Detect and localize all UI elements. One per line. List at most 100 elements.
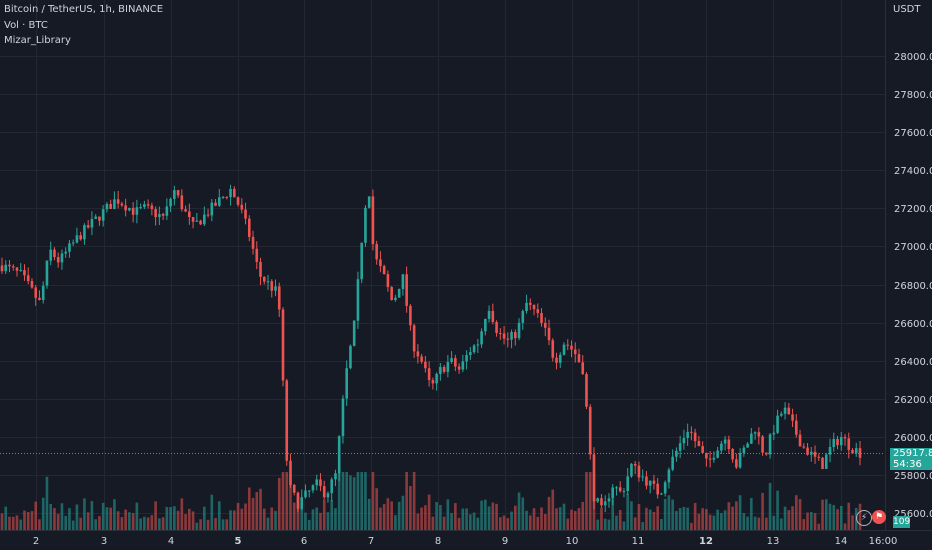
currency-label[interactable]: USDT [893, 4, 921, 15]
volume-bar [824, 499, 828, 530]
candle-body [502, 333, 506, 339]
volume-bar [405, 472, 408, 530]
grid [0, 0, 885, 530]
candle-body [360, 242, 363, 280]
volume-value-tag: 109 [893, 516, 911, 528]
candle-body [633, 463, 637, 466]
candle-body [528, 302, 532, 305]
candle-body [641, 476, 644, 478]
candle-body [26, 275, 30, 282]
candle-body [622, 491, 626, 493]
volume-bar [169, 506, 172, 530]
volume-bar [315, 507, 319, 530]
candle-body [506, 338, 510, 340]
volume-bar [322, 499, 326, 530]
candle-body [262, 276, 266, 282]
candle-body [79, 235, 82, 240]
candle-body [356, 279, 360, 321]
candle-body [783, 407, 787, 414]
candle-body [446, 362, 450, 372]
volume-bar [143, 516, 146, 530]
volume-bar [379, 507, 382, 530]
volume-bar [113, 499, 116, 530]
volume-bar [375, 488, 378, 530]
symbol-title[interactable]: Bitcoin / TetherUS, 1h, BINANCE [4, 4, 164, 15]
volume-bar [386, 498, 390, 530]
x-tick-label: 6 [301, 536, 307, 547]
candle-body [349, 345, 352, 369]
candle-body [832, 438, 836, 447]
volume-bar [229, 510, 232, 530]
volume-bar [236, 503, 240, 530]
volume-bar [41, 497, 45, 530]
candle-body [180, 195, 184, 210]
candle-body [90, 218, 94, 228]
volume-bar [292, 502, 296, 530]
candle-body [660, 493, 663, 495]
volume-bar [675, 510, 678, 530]
volume-bar [68, 508, 71, 530]
volume-bar [439, 504, 442, 530]
candle-body [682, 437, 686, 444]
volume-bar [397, 501, 401, 530]
volume-bar [255, 491, 259, 530]
volume-bar [394, 515, 397, 530]
candle-body [735, 459, 738, 468]
candle-body [19, 270, 23, 272]
candle-body [678, 443, 682, 451]
candle-body [461, 361, 465, 370]
volume-bar [360, 472, 363, 530]
candle-body [397, 289, 401, 298]
volume-bar [146, 517, 150, 530]
lightning-icon[interactable]: ⚡ [856, 510, 872, 526]
candle-body [566, 344, 570, 346]
candle-body [116, 199, 120, 204]
volume-bar [285, 472, 289, 530]
volume-bar [648, 509, 652, 530]
volume-bar [401, 495, 405, 530]
candle-body [345, 368, 348, 399]
volume-bar [588, 472, 592, 530]
candle-body [281, 309, 285, 381]
candle-body [450, 358, 453, 363]
candle-body [214, 202, 217, 206]
candle-body [236, 197, 240, 205]
library-indicator-label[interactable]: Mizar_Library [4, 35, 71, 46]
volume-bar [23, 510, 26, 530]
candle-body [495, 322, 498, 333]
candle-body [761, 436, 764, 453]
volume-bar [371, 472, 375, 530]
candle-body [315, 479, 319, 486]
volume-bar [270, 507, 274, 530]
volume-bar [98, 516, 101, 530]
volume-bar [334, 508, 337, 530]
y-tick-label: 28000.00 [894, 52, 932, 63]
candle-body [821, 457, 824, 469]
candle-body [690, 431, 693, 433]
candle-body [274, 286, 277, 291]
volume-indicator-label[interactable]: Vol · BTC [4, 20, 48, 31]
candle-body [41, 285, 45, 300]
volume-bar [203, 506, 206, 530]
y-tick-label: 26600.00 [894, 319, 932, 330]
candle-body [150, 205, 154, 210]
x-tick-label: 9 [502, 536, 508, 547]
candle-body [686, 431, 689, 438]
candle-body [240, 204, 244, 210]
candle-body [307, 490, 311, 492]
volume-bar [843, 523, 847, 530]
x-tick-label: 13 [767, 536, 780, 547]
candle-body [188, 211, 191, 218]
candle-body [94, 216, 97, 219]
candle-body [38, 297, 41, 300]
volume-bar [94, 519, 97, 530]
volume-bar [720, 513, 723, 530]
candle-body [296, 492, 300, 509]
volume-bar [8, 516, 11, 530]
volume-bar [813, 513, 817, 530]
volume-bar [330, 499, 334, 530]
alert-flag-icon[interactable]: ⚑ [872, 510, 886, 524]
candle-body [809, 451, 813, 455]
candle-body [573, 349, 577, 355]
